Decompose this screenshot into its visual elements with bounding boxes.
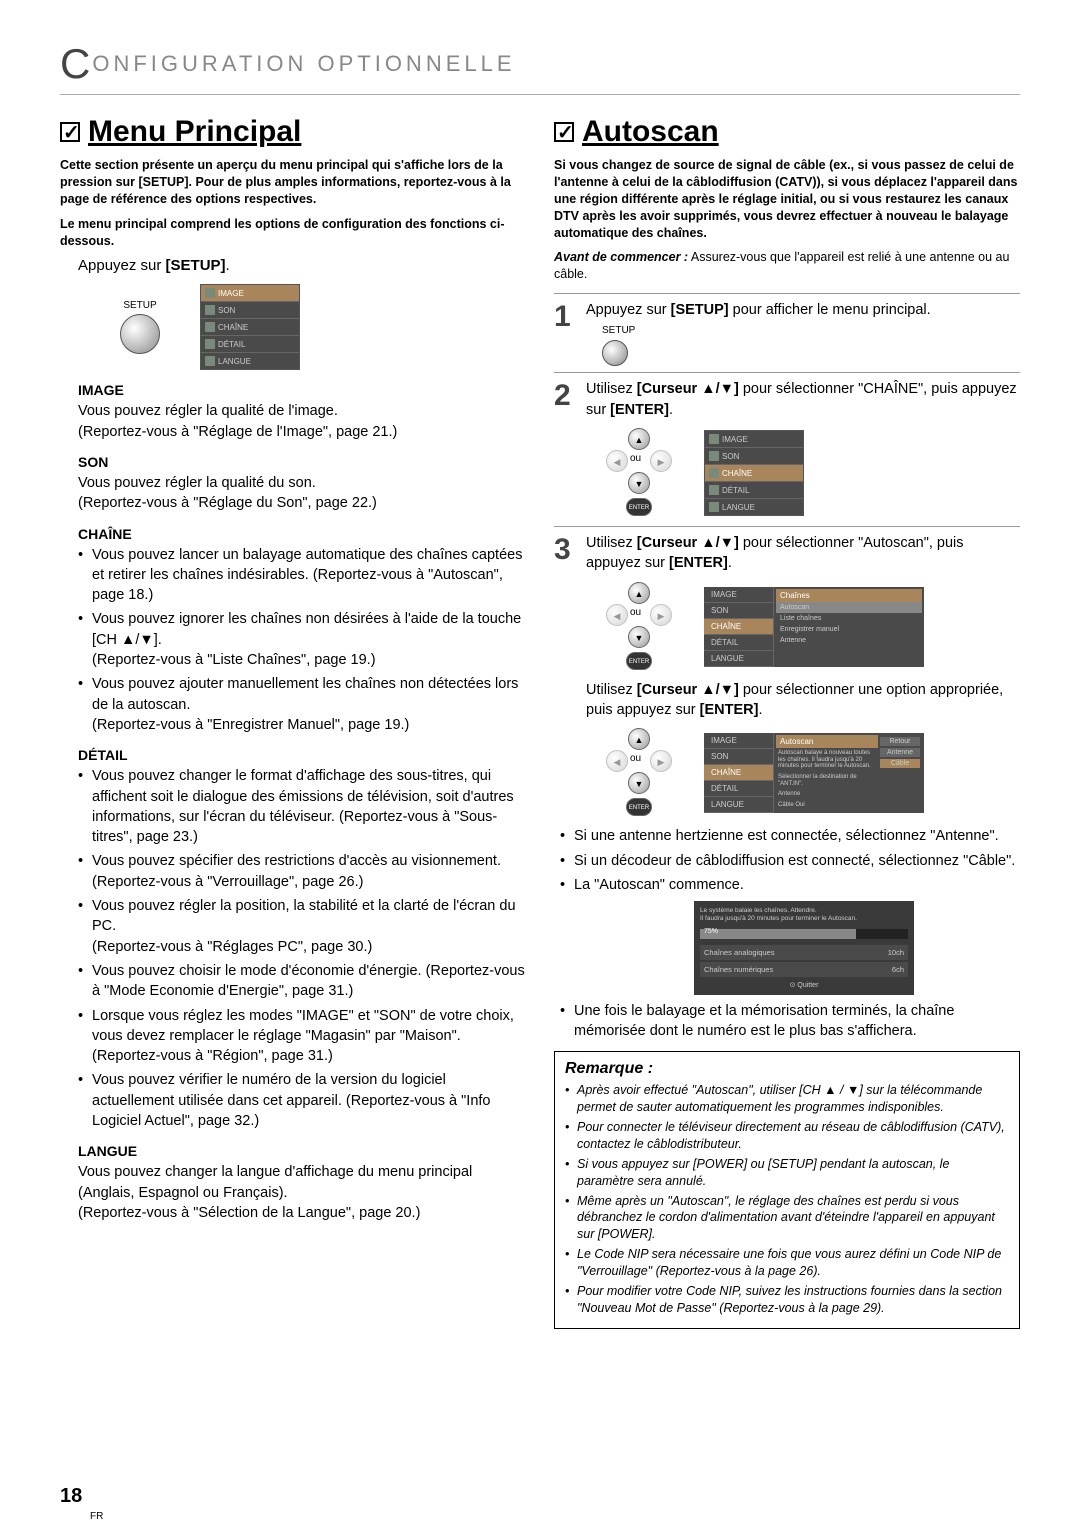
step-text: Utilisez [Curseur ▲/▼] pour sélectionner… xyxy=(586,379,1020,420)
list-item: Pour connecter le téléviseur directement… xyxy=(565,1119,1009,1153)
setup-figure: SETUP IMAGE SON CHAÎNE DÉTAIL LANGUE xyxy=(120,284,526,370)
list-item: Le Code NIP sera nécessaire une fois que… xyxy=(565,1246,1009,1280)
autoscan-title: Autoscan xyxy=(554,115,1020,149)
page-header: C ONFIGURATION OPTIONNELLE xyxy=(60,40,1020,95)
menu-box: IMAGE SON CHAÎNE DÉTAIL LANGUE xyxy=(200,284,300,370)
langue-text: Vous pouvez changer la langue d'affichag… xyxy=(78,1162,526,1223)
list-item: Si un décodeur de câblodiffusion est con… xyxy=(560,851,1020,871)
chaine-list: Vous pouvez lancer un balayage automatiq… xyxy=(78,545,526,736)
header-rest: ONFIGURATION OPTIONNELLE xyxy=(92,51,515,77)
chaine-heading: CHAÎNE xyxy=(78,526,526,542)
list-item: Si vous appuyez sur [POWER] ou [SETUP] p… xyxy=(565,1156,1009,1190)
detail-list: Vous pouvez changer le format d'affichag… xyxy=(78,766,526,1131)
remarque-box: Remarque : Après avoir effectué "Autosca… xyxy=(554,1051,1020,1328)
detail-heading: DÉTAIL xyxy=(78,747,526,763)
list-item: La "Autoscan" commence. xyxy=(560,875,1020,895)
autoscan-menu: IMAGE SON CHAÎNE DÉTAIL LANGUE Autoscan … xyxy=(704,733,924,813)
header-letter: C xyxy=(60,40,90,88)
notes2-list: Une fois le balayage et la mémorisation … xyxy=(560,1001,1020,1042)
title-text: Autoscan xyxy=(582,115,719,149)
round-button-icon xyxy=(602,340,628,366)
step-2: 2 Utilisez [Curseur ▲/▼] pour sélectionn… xyxy=(554,379,1020,420)
menu-principal-title: Menu Principal xyxy=(60,115,526,149)
right-column: Autoscan Si vous changez de source de si… xyxy=(554,115,1020,1329)
step-number: 2 xyxy=(554,379,582,413)
remarque-heading: Remarque : xyxy=(565,1060,1009,1078)
check-icon xyxy=(554,122,574,142)
list-item: Même après un "Autoscan", le réglage des… xyxy=(565,1193,1009,1244)
step-number: 3 xyxy=(554,533,582,567)
round-button-icon xyxy=(120,314,160,354)
son-text: Vous pouvez régler la qualité du son. (R… xyxy=(78,473,526,514)
list-item: Vous pouvez régler la position, la stabi… xyxy=(78,896,526,957)
left-column: Menu Principal Cette section présente un… xyxy=(60,115,526,1329)
dpad-icon: ▲ ou ▼ ◀ ▶ ENTER xyxy=(604,582,674,672)
scan-progress-box: Le système balaie les chaînes. Attendre.… xyxy=(694,901,914,995)
list-item: Vous pouvez vérifier le numéro de la ver… xyxy=(78,1070,526,1131)
menu-box: IMAGE SON CHAÎNE DÉTAIL LANGUE xyxy=(704,430,804,516)
step-1: 1 Appuyez sur [SETUP] pour afficher le m… xyxy=(554,300,1020,366)
list-item: Une fois le balayage et la mémorisation … xyxy=(560,1001,1020,1042)
step-number: 1 xyxy=(554,300,582,334)
remote-figure: ▲ ou ▼ ◀ ▶ ENTER IMAGE SON CHAÎNE DÉTAIL… xyxy=(604,582,1020,672)
image-heading: IMAGE xyxy=(78,382,526,398)
appuyez-line: Appuyez sur [SETUP]. xyxy=(78,257,526,274)
right-intro: Si vous changez de source de signal de c… xyxy=(554,157,1020,241)
page-lang: FR xyxy=(90,1511,103,1522)
content-columns: Menu Principal Cette section présente un… xyxy=(60,115,1020,1329)
title-text: Menu Principal xyxy=(88,115,301,149)
list-item: Si une antenne hertzienne est connectée,… xyxy=(560,826,1020,846)
langue-heading: LANGUE xyxy=(78,1143,526,1159)
left-intro2: Le menu principal comprend les options d… xyxy=(60,216,526,250)
remarque-list: Après avoir effectué "Autoscan", utilise… xyxy=(565,1082,1009,1316)
list-item: Vous pouvez ignorer les chaînes non dési… xyxy=(78,609,526,670)
wide-menu: IMAGE SON CHAÎNE DÉTAIL LANGUE Chaînes A… xyxy=(704,587,924,667)
setup-button-fig: SETUP xyxy=(120,300,160,354)
dpad-icon: ▲ ou ▼ ◀ ▶ ENTER xyxy=(604,728,674,818)
step-3: 3 Utilisez [Curseur ▲/▼] pour sélectionn… xyxy=(554,533,1020,574)
progress-bar: 75% xyxy=(700,929,908,939)
son-heading: SON xyxy=(78,454,526,470)
step-text: Utilisez [Curseur ▲/▼] pour sélectionner… xyxy=(586,533,1020,574)
notes1-list: Si une antenne hertzienne est connectée,… xyxy=(560,826,1020,895)
image-text: Vous pouvez régler la qualité de l'image… xyxy=(78,401,526,442)
dpad-icon: ▲ ou ▼ ◀ ▶ ENTER xyxy=(604,428,674,518)
list-item: Vous pouvez changer le format d'affichag… xyxy=(78,766,526,847)
list-item: Vous pouvez lancer un balayage automatiq… xyxy=(78,545,526,606)
list-item: Lorsque vous réglez les modes "IMAGE" et… xyxy=(78,1006,526,1067)
step-text: Appuyez sur [SETUP] pour afficher le men… xyxy=(586,300,1020,366)
check-icon xyxy=(60,122,80,142)
page-number: 18 xyxy=(60,1485,82,1508)
setup-label: SETUP xyxy=(120,300,160,311)
avant-line: Avant de commencer : Assurez-vous que l'… xyxy=(554,249,1020,283)
remote-figure: ▲ ou ▼ ◀ ▶ ENTER IMAGE SON CHAÎNE DÉTAIL… xyxy=(604,428,1020,518)
remote-figure: ▲ ou ▼ ◀ ▶ ENTER IMAGE SON CHAÎNE DÉTAIL… xyxy=(604,728,1020,818)
list-item: Pour modifier votre Code NIP, suivez les… xyxy=(565,1283,1009,1317)
list-item: Vous pouvez spécifier des restrictions d… xyxy=(78,851,526,892)
left-intro: Cette section présente un aperçu du menu… xyxy=(60,157,526,208)
step-4-text: Utilisez [Curseur ▲/▼] pour sélectionner… xyxy=(586,680,1020,721)
list-item: Vous pouvez choisir le mode d'économie d… xyxy=(78,961,526,1002)
list-item: Après avoir effectué "Autoscan", utilise… xyxy=(565,1082,1009,1116)
list-item: Vous pouvez ajouter manuellement les cha… xyxy=(78,674,526,735)
